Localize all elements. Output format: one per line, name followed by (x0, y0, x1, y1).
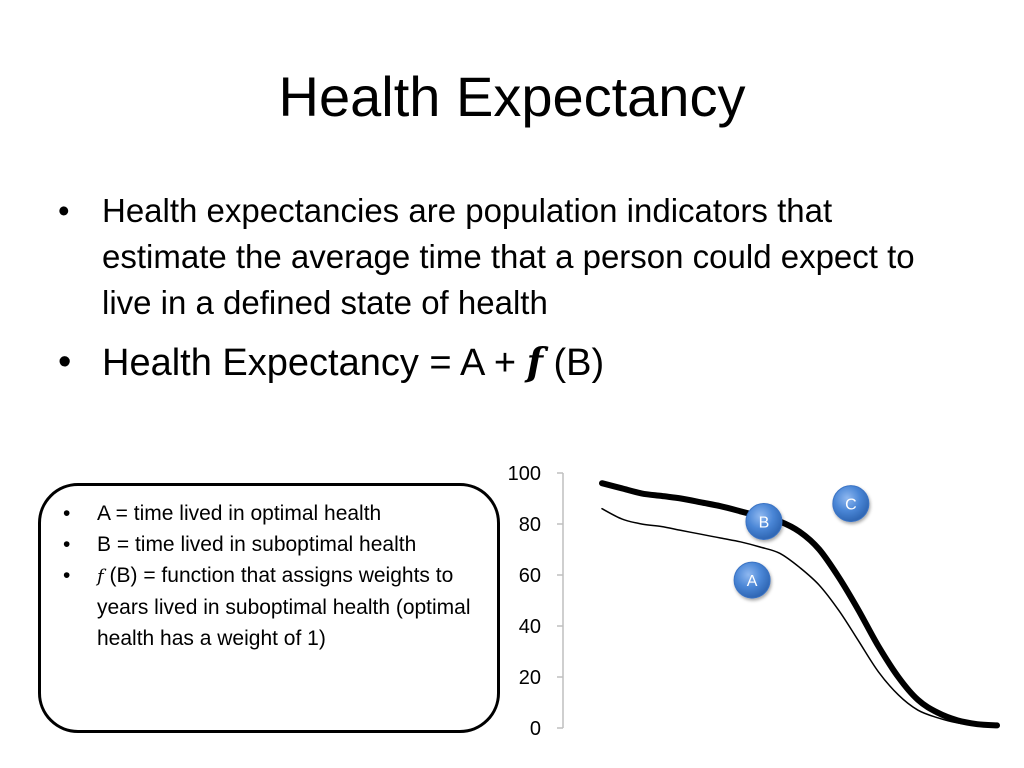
marker-circle (745, 502, 783, 540)
marker-label: C (845, 497, 857, 514)
definition-text: B = time lived in suboptimal health (97, 533, 417, 556)
bullet-dot: • (58, 192, 70, 229)
bullet-dot: • (58, 341, 72, 383)
y-tick-label: 40 (519, 616, 541, 638)
bullet-item-formula: • Health Expectancy = A + f (B) (58, 338, 958, 387)
bullet-list: • Health expectancies are population ind… (58, 188, 958, 387)
marker-c: C (832, 485, 870, 523)
definitions-list: • A = time lived in optimal health • B =… (63, 498, 483, 654)
healthy-survival-curve (601, 507, 998, 727)
total-survival-curve (599, 480, 1000, 729)
marker-label: A (747, 573, 758, 590)
function-symbol: f (97, 566, 104, 587)
definitions-box: • A = time lived in optimal health • B =… (38, 483, 500, 733)
definition-text: A = time lived in optimal health (97, 502, 382, 525)
y-tick-label: 20 (519, 667, 541, 689)
slide-title: Health Expectancy (278, 65, 746, 128)
bullet-dot: • (63, 502, 71, 525)
y-axis: 100 80 60 40 20 0 (508, 463, 564, 740)
y-tick-label: 80 (519, 514, 541, 536)
y-tick-label: 100 (508, 463, 541, 485)
formula-suffix: (B) (542, 342, 605, 384)
definition-text: (B) = function that assigns weights to y… (97, 564, 471, 650)
marker-circle (832, 485, 870, 523)
definition-item-b: • B = time lived in suboptimal health (63, 529, 483, 560)
marker-label: B (759, 514, 770, 531)
bullet-item: • Health expectancies are population ind… (58, 188, 958, 326)
bullet-dot: • (63, 533, 71, 556)
formula-prefix: Health Expectancy = A + (102, 342, 527, 384)
bullet-dot: • (63, 564, 71, 587)
bullet-text: Health expectancies are population indic… (102, 192, 915, 321)
marker-circle (733, 561, 771, 599)
health-curve-chart: 100 80 60 40 20 0 A B C (508, 463, 1000, 740)
marker-a: A (733, 561, 771, 599)
series-layer (599, 480, 1000, 729)
definition-item-a: • A = time lived in optimal health (63, 498, 483, 529)
y-tick-label: 0 (530, 718, 541, 740)
function-symbol: f (526, 339, 543, 384)
marker-b: B (745, 502, 783, 540)
definition-item-f: • f (B) = function that assigns weights … (63, 560, 483, 654)
marker-layer: A B C (733, 485, 870, 599)
y-tick-label: 60 (519, 565, 541, 587)
